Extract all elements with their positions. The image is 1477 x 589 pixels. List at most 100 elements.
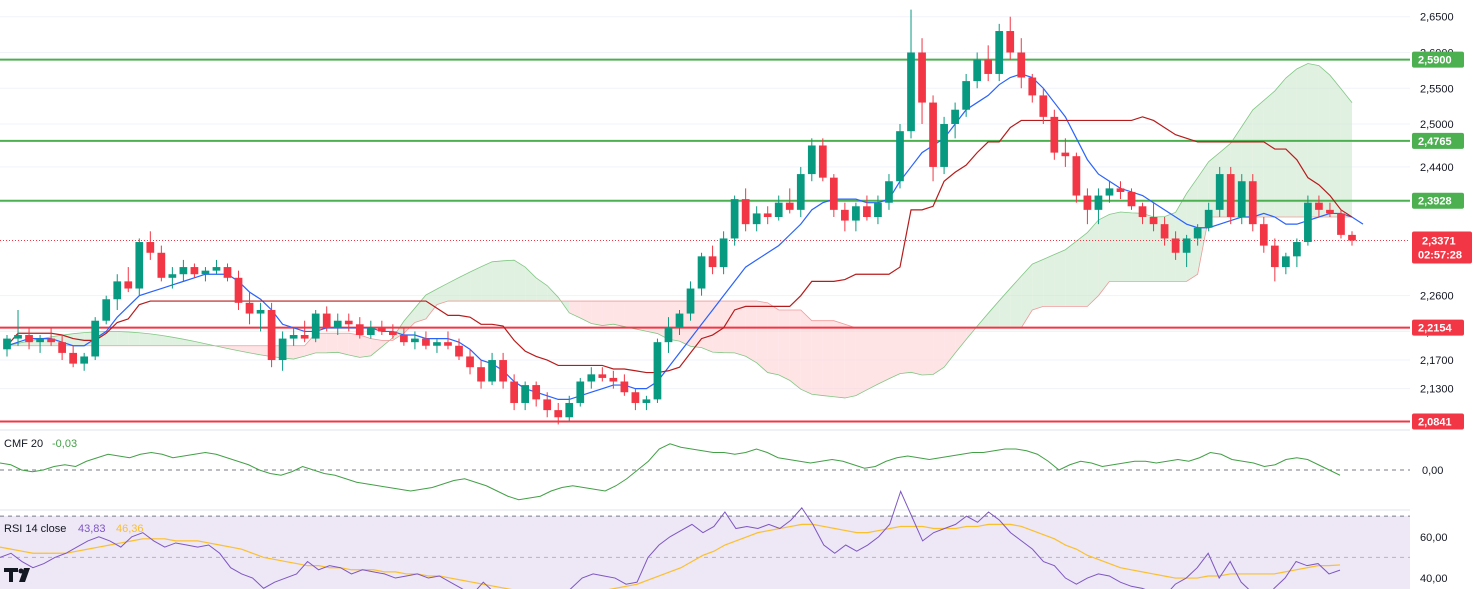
candle xyxy=(444,331,452,350)
cloud-segment xyxy=(999,288,1011,328)
cloud-segment xyxy=(1175,193,1187,282)
candle xyxy=(653,338,662,403)
candle xyxy=(1061,138,1070,167)
cloud-segment xyxy=(106,331,118,346)
candle xyxy=(1105,181,1114,203)
candle xyxy=(58,335,66,361)
cloud-segment xyxy=(337,333,349,356)
candle xyxy=(708,245,717,275)
candle-body xyxy=(1149,217,1158,225)
candle-body xyxy=(333,320,342,328)
candle-body xyxy=(400,335,408,343)
candle-body xyxy=(3,338,11,350)
candle-body xyxy=(785,202,794,210)
candle xyxy=(962,73,970,117)
candle xyxy=(918,38,926,125)
candle xyxy=(818,138,827,182)
candle xyxy=(1050,109,1059,160)
candle xyxy=(510,374,518,411)
candle xyxy=(69,345,78,368)
candle xyxy=(80,352,89,371)
candle-body xyxy=(80,356,89,364)
candle xyxy=(1270,238,1279,282)
candle-body xyxy=(1072,156,1081,196)
candle xyxy=(400,327,408,346)
candle-body xyxy=(1270,245,1279,268)
candle-body xyxy=(1171,238,1180,253)
candle xyxy=(576,377,585,407)
candle xyxy=(940,116,948,175)
candle xyxy=(322,306,331,332)
candle-body xyxy=(444,342,452,346)
candle-body xyxy=(587,374,596,382)
level-badge-label: 2,3928 xyxy=(1418,196,1452,208)
cloud-segment xyxy=(734,301,746,357)
price-tick-label: 2,4400 xyxy=(1420,162,1454,174)
cloud-segment xyxy=(1065,241,1077,307)
kijun-sen-line xyxy=(6,116,1353,374)
cloud-segment xyxy=(403,308,415,334)
candle xyxy=(1182,234,1191,268)
cloud-segment xyxy=(183,339,195,346)
candle-body xyxy=(752,213,761,225)
candle xyxy=(532,381,541,407)
candle-body xyxy=(1237,181,1246,217)
cmf-indicator-pane xyxy=(0,443,1410,501)
candle-body xyxy=(322,313,331,328)
candle-body xyxy=(1061,152,1070,157)
candle-body xyxy=(951,109,959,125)
candle xyxy=(631,388,640,411)
candle-body xyxy=(929,102,937,167)
candle-body xyxy=(1215,174,1224,210)
cloud-segment xyxy=(866,327,878,390)
rsi-ma-value: 46,36 xyxy=(116,523,144,535)
candle xyxy=(741,188,750,232)
candle xyxy=(686,281,695,321)
candle-body xyxy=(14,335,22,339)
candle-body xyxy=(829,177,838,210)
candle xyxy=(455,338,463,361)
candle-body xyxy=(1259,224,1268,246)
candle-body xyxy=(741,199,750,225)
candle xyxy=(289,327,298,346)
candle-body xyxy=(940,124,948,167)
candle-body xyxy=(58,342,66,353)
price-axis[interactable]: 2,65002,60002,55002,50002,44002,39002,26… xyxy=(1412,12,1472,585)
level-badge xyxy=(1412,51,1464,68)
candle-body xyxy=(1094,195,1103,210)
candle xyxy=(874,195,882,225)
ichimoku-lines xyxy=(6,73,1364,400)
cloud-segment xyxy=(1329,75,1341,217)
cloud-segment xyxy=(1098,214,1110,296)
candle-body xyxy=(212,267,221,271)
cloud-segment xyxy=(745,301,757,363)
cloud-segment xyxy=(1120,212,1132,282)
candle xyxy=(1072,152,1081,203)
candle xyxy=(36,335,44,353)
cloud-segment xyxy=(447,277,460,302)
candle-body xyxy=(1127,191,1136,207)
candle-body xyxy=(377,327,386,332)
candle xyxy=(422,331,430,350)
candle xyxy=(796,166,805,217)
price-tick-label: 2,5000 xyxy=(1420,119,1454,131)
cloud-segment xyxy=(150,333,162,346)
candle-body xyxy=(1050,116,1059,153)
candle-body xyxy=(135,242,144,289)
candle-body xyxy=(1315,202,1323,210)
candle-body xyxy=(852,206,860,221)
candle xyxy=(1160,217,1169,246)
candle-body xyxy=(686,288,695,314)
candle xyxy=(1348,231,1356,246)
candle-body xyxy=(146,242,155,253)
cloud-segment xyxy=(1054,249,1066,307)
candle-body xyxy=(642,399,651,403)
cmf-tick-label: 0,00 xyxy=(1422,465,1443,477)
candle xyxy=(1138,202,1147,225)
cloud-segment xyxy=(1285,68,1297,217)
tradingview-logo-icon[interactable] xyxy=(4,568,30,582)
rsi-tick-label: 60,00 xyxy=(1420,532,1448,544)
cloud-segment xyxy=(1076,232,1088,307)
price-tick-label: 2,1300 xyxy=(1420,384,1454,396)
